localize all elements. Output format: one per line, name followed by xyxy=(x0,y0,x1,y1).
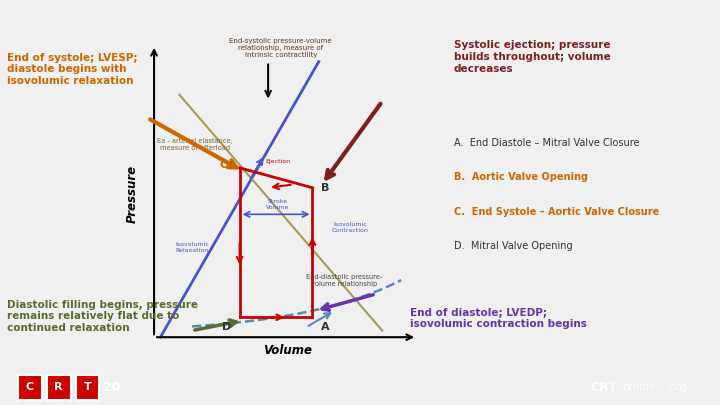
Text: B.  Aortic Valve Opening: B. Aortic Valve Opening xyxy=(454,172,588,182)
Text: Stroke
Volume: Stroke Volume xyxy=(266,199,289,210)
Text: online: online xyxy=(623,382,657,392)
Text: C: C xyxy=(26,382,34,392)
Bar xyxy=(76,375,99,400)
Text: .org: .org xyxy=(666,382,688,392)
Text: T: T xyxy=(84,382,91,392)
Text: R: R xyxy=(55,382,63,392)
Text: Volume: Volume xyxy=(263,344,312,357)
Text: Diastolic filling begins, pressure
remains relatively flat due to
continued rela: Diastolic filling begins, pressure remai… xyxy=(7,300,198,333)
Text: Isovolumic
Relaxation: Isovolumic Relaxation xyxy=(175,242,209,253)
Text: End-systolic pressure-volume
relationship, measure of
intrinsic contractility: End-systolic pressure-volume relationshi… xyxy=(230,38,332,58)
Text: Ea - arterial elastance,
measure of afterload: Ea - arterial elastance, measure of afte… xyxy=(158,138,233,151)
Text: C: C xyxy=(220,160,228,170)
Text: Isovolumic
Contraction: Isovolumic Contraction xyxy=(332,222,369,233)
Text: Ejection: Ejection xyxy=(265,159,290,164)
Text: A: A xyxy=(321,322,330,332)
Text: End-diastolic pressure-
volume relationship: End-diastolic pressure- volume relations… xyxy=(306,274,382,287)
Text: B: B xyxy=(321,183,329,193)
Text: D.  Mitral Valve Opening: D. Mitral Valve Opening xyxy=(454,241,572,251)
Text: D: D xyxy=(222,322,232,332)
Text: CRT: CRT xyxy=(590,381,617,394)
Bar xyxy=(47,375,71,400)
Text: 20: 20 xyxy=(103,381,120,394)
Text: C.  End Systole – Aortic Valve Closure: C. End Systole – Aortic Valve Closure xyxy=(454,207,659,217)
Text: End of systole; LVESP;
diastole begins with
isovolumic relaxation: End of systole; LVESP; diastole begins w… xyxy=(7,53,138,86)
Bar xyxy=(18,375,42,400)
Text: Systolic ejection; pressure
builds throughout; volume
decreases: Systolic ejection; pressure builds throu… xyxy=(454,40,611,74)
Text: End of diastole; LVEDP;
isovolumic contraction begins: End of diastole; LVEDP; isovolumic contr… xyxy=(410,308,588,329)
Text: Pressure: Pressure xyxy=(125,165,138,224)
Text: A.  End Diastole – Mitral Valve Closure: A. End Diastole – Mitral Valve Closure xyxy=(454,138,639,148)
